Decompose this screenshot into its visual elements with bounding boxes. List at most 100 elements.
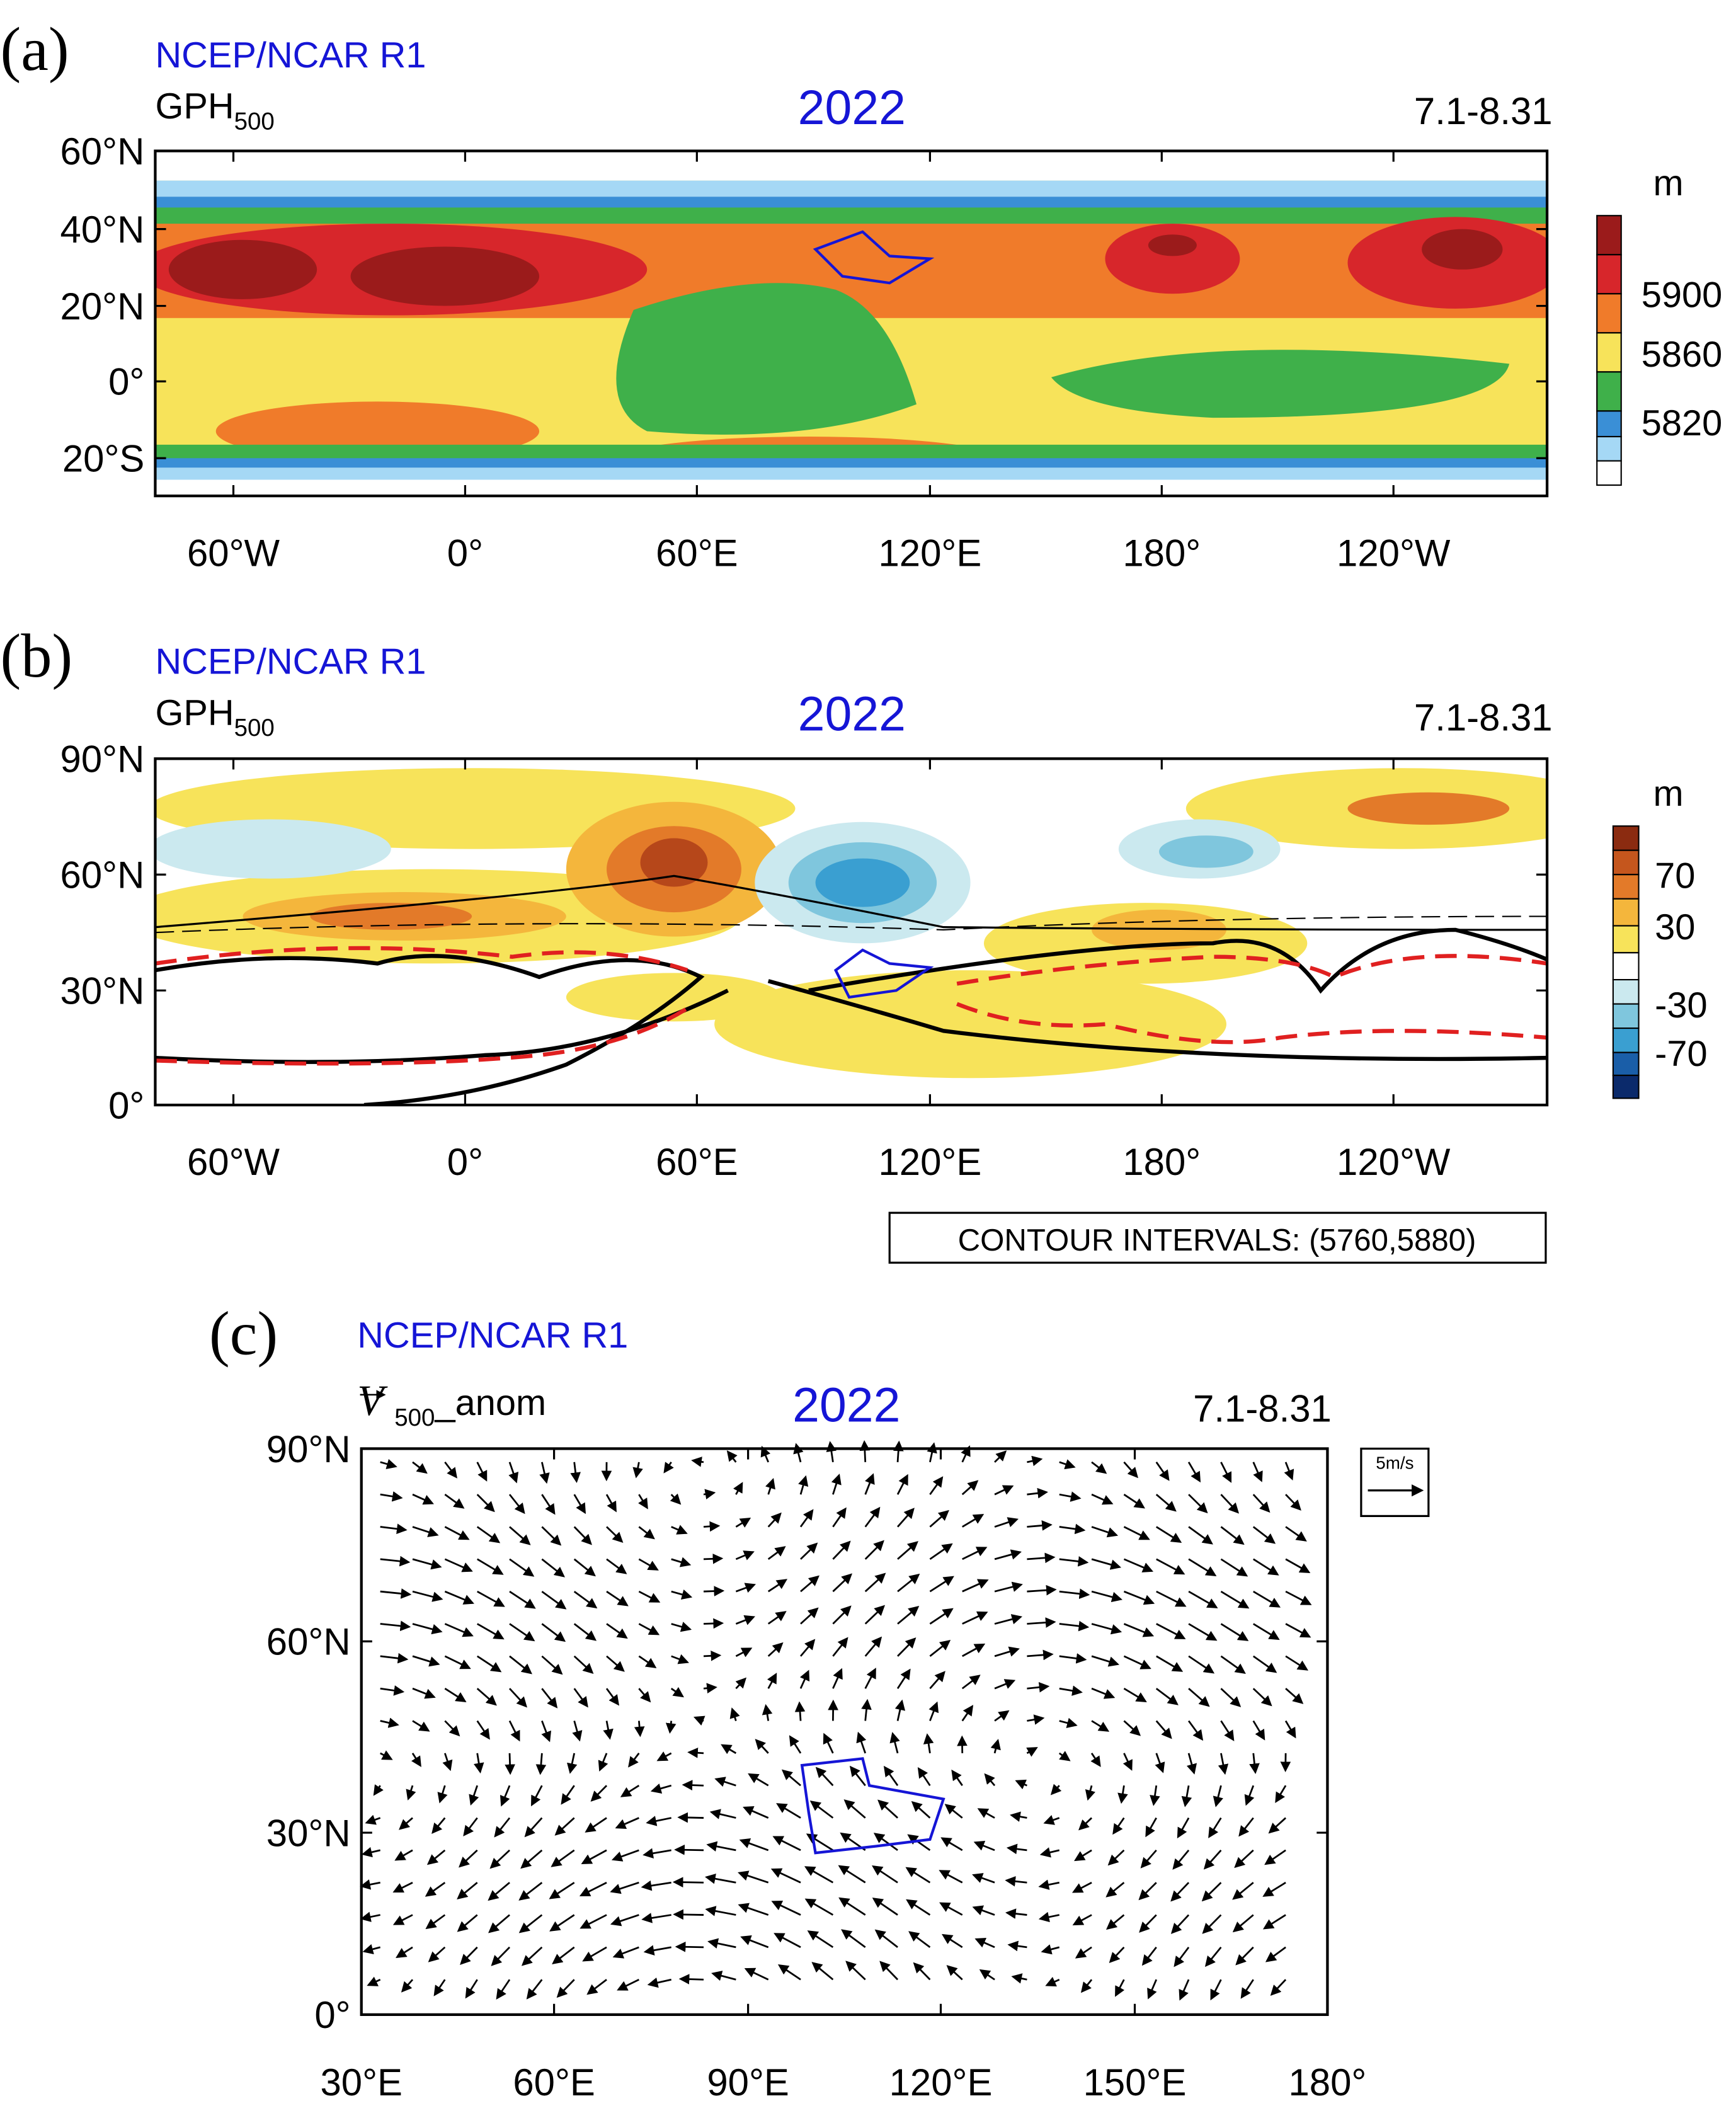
vector: [612, 1946, 639, 1959]
vector: [1085, 1785, 1095, 1801]
vector: [473, 1753, 484, 1774]
vector: [832, 1605, 852, 1625]
vector: [906, 1899, 931, 1916]
vector: [911, 1801, 931, 1819]
vector: [776, 1803, 801, 1819]
vector: [883, 1765, 899, 1787]
vector: [872, 1898, 898, 1916]
colorbar-label: -30: [1655, 985, 1707, 1026]
vector: [832, 1507, 847, 1528]
lon-label: 60°W: [187, 532, 280, 574]
vector: [929, 1639, 951, 1657]
vector: [896, 1668, 911, 1689]
colorbar-a: [1596, 215, 1622, 486]
vector: [1123, 1494, 1145, 1509]
vector: [994, 1710, 1010, 1722]
vector: [638, 1655, 657, 1668]
vector: [508, 1494, 525, 1515]
lat-label: 0°: [108, 1084, 144, 1126]
colorbar-label: 5900: [1642, 275, 1722, 316]
vector: [671, 1622, 692, 1632]
vector: [729, 1707, 740, 1721]
vector: [1253, 1590, 1281, 1608]
note-box: [888, 1211, 1547, 1264]
vector: [1091, 1720, 1110, 1732]
vector: [962, 1579, 989, 1593]
vector: [1156, 1558, 1185, 1575]
vector: [951, 1769, 963, 1787]
vector: [573, 1591, 598, 1609]
vector: [789, 1735, 802, 1754]
vector: [1232, 1882, 1254, 1900]
vector: [399, 1817, 413, 1830]
vector: [929, 1543, 953, 1560]
variable-label: GPH500: [155, 693, 274, 742]
vector: [641, 1913, 671, 1923]
vector: [671, 1589, 693, 1600]
variable-name: V: [357, 1377, 388, 1424]
vector: [1188, 1688, 1210, 1707]
colorbar-b: [1612, 825, 1640, 1099]
lon-label: 90°E: [707, 2061, 789, 2104]
vector: [811, 1962, 834, 1981]
vector: [1264, 1849, 1286, 1865]
vector: [1234, 1849, 1254, 1869]
vector: [905, 1867, 931, 1884]
vector: [841, 1929, 866, 1949]
vector: [573, 1494, 586, 1515]
vector: [539, 1462, 550, 1484]
vector: [709, 1809, 736, 1819]
vector: [392, 1881, 413, 1893]
vector: [738, 1903, 769, 1916]
vector: [1041, 1944, 1060, 1955]
vector: [459, 1849, 478, 1868]
vector: [425, 1914, 446, 1930]
vector: [551, 1849, 575, 1867]
vector: [1026, 1747, 1038, 1757]
vector: [457, 1914, 478, 1932]
vector: [1038, 1879, 1060, 1890]
vector: [1145, 1817, 1157, 1838]
vector: [457, 1882, 478, 1900]
vector: [1238, 1817, 1254, 1837]
period-label: 7.1-8.31: [1414, 90, 1553, 132]
vector: [849, 1765, 866, 1787]
vector: [767, 1611, 787, 1625]
vector: [1252, 1655, 1277, 1673]
vector: [832, 1540, 851, 1560]
vector: [961, 1675, 981, 1690]
lon-label: 60°W: [187, 1141, 280, 1183]
vector: [843, 1799, 866, 1819]
vector: [1123, 1623, 1155, 1637]
vector: [1074, 1849, 1092, 1862]
vector: [1027, 1714, 1045, 1725]
vector: [500, 1785, 511, 1807]
vector: [762, 1704, 773, 1721]
vector: [1155, 1688, 1179, 1705]
vector: [864, 1540, 884, 1560]
vector: [755, 1739, 769, 1754]
vector: [476, 1494, 495, 1513]
vector: [1045, 1976, 1060, 1987]
vector: [541, 1688, 558, 1709]
panel-label: (a): [0, 15, 69, 84]
vector: [721, 1744, 737, 1755]
vector: [946, 1965, 963, 1981]
vector: [1285, 1623, 1311, 1638]
vector: [444, 1494, 465, 1509]
vector: [1090, 1753, 1101, 1767]
vector: [1188, 1494, 1208, 1514]
vector: [1150, 1785, 1160, 1806]
vector: [509, 1623, 535, 1642]
vector: [606, 1526, 624, 1543]
vector: [610, 1914, 639, 1927]
colorbar-label: 5820: [1642, 403, 1722, 444]
vector: [412, 1687, 436, 1699]
vector: [1027, 1520, 1053, 1531]
vector: [477, 1590, 505, 1607]
vector: [380, 1458, 397, 1469]
vector: [444, 1590, 474, 1605]
vector: [671, 1654, 689, 1664]
vector: [994, 1450, 1007, 1463]
vector: [1005, 1875, 1027, 1887]
